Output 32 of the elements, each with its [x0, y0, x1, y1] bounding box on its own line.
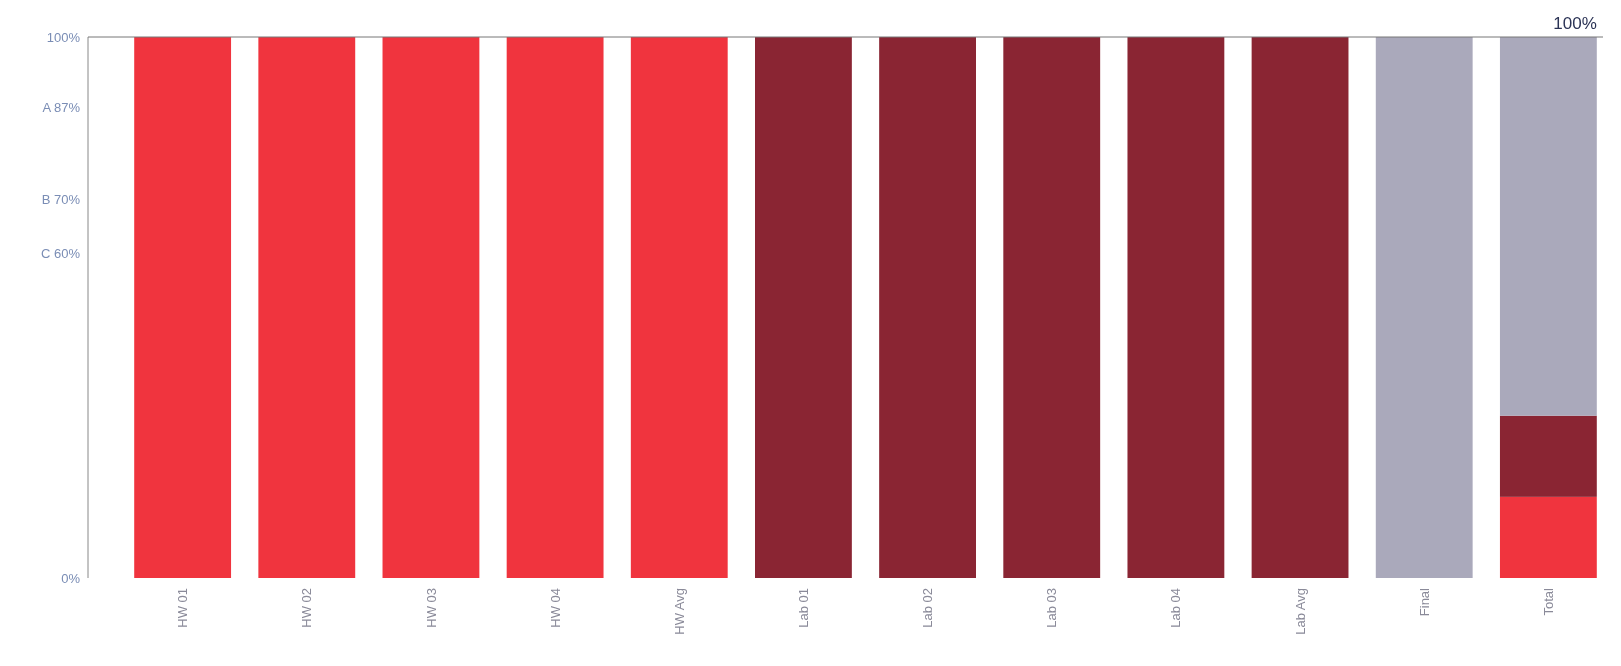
- total-label: 100%: [1553, 14, 1597, 33]
- x-tick-label: HW Avg: [671, 588, 687, 635]
- bar: [1499, 37, 1597, 416]
- x-tick-label: HW 04: [547, 588, 563, 628]
- y-tick-label: C 60%: [40, 245, 81, 261]
- x-tick-label: HW 01: [175, 588, 191, 628]
- bar: [1251, 37, 1349, 578]
- bar: [755, 37, 852, 578]
- x-tick-label: Lab 03: [1044, 588, 1060, 628]
- bar: [630, 37, 728, 578]
- bar: [258, 37, 356, 578]
- x-tick-label: Lab 04: [1168, 588, 1184, 628]
- x-tick-label: HW 03: [423, 588, 439, 628]
- x-tick-label: Lab 01: [795, 588, 811, 628]
- bar: [134, 37, 232, 578]
- y-tick-label: 0%: [61, 570, 81, 586]
- x-tick-label: HW 02: [299, 588, 315, 628]
- y-tick-label: A 87%: [42, 99, 81, 115]
- bar: [506, 37, 604, 578]
- x-tick-label: Total: [1540, 587, 1556, 616]
- x-tick-label: Final: [1416, 587, 1432, 617]
- x-tick-label: Lab Avg: [1292, 588, 1308, 635]
- y-tick-label: 100%: [46, 29, 81, 45]
- bar: [1375, 37, 1473, 578]
- y-tick-label: B 70%: [41, 191, 81, 207]
- bar: [879, 37, 976, 578]
- bar: [1003, 37, 1101, 578]
- x-tick-label: Lab 02: [920, 588, 936, 628]
- bar: [1127, 37, 1225, 578]
- bar: [1499, 496, 1597, 578]
- bar: [1499, 415, 1597, 497]
- bar: [382, 37, 480, 578]
